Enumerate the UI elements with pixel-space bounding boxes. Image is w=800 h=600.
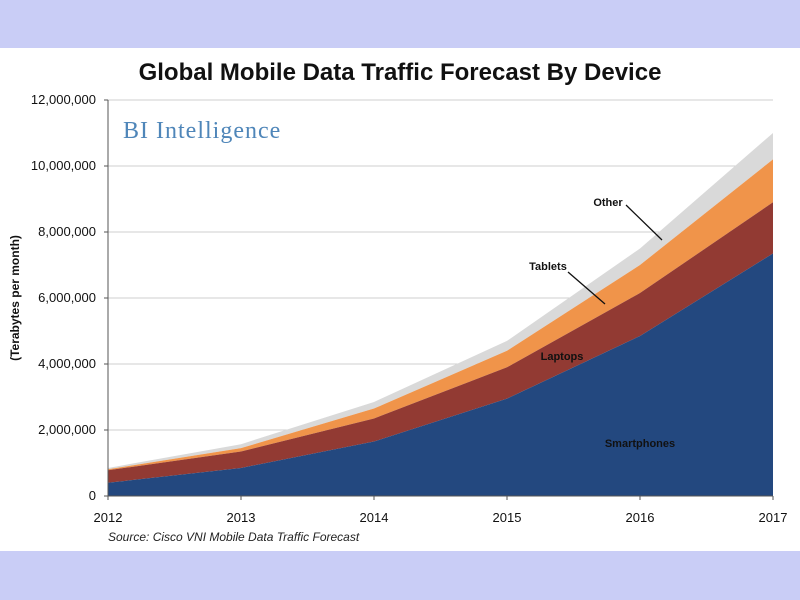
series-label-other: Other [593,197,623,209]
brand-logo: BI Intelligence [123,118,282,144]
y-tick-label: 4,000,000 [38,356,96,371]
x-tick-label: 2014 [360,510,389,525]
y-tick-label: 8,000,000 [38,224,96,239]
y-tick-label: 10,000,000 [31,158,96,173]
x-tick-label: 2017 [759,510,788,525]
y-tick-label: 2,000,000 [38,422,96,437]
x-tick-label: 2016 [626,510,655,525]
y-tick-label: 0 [89,488,96,503]
x-tick-label: 2013 [227,510,256,525]
x-tick-label: 2015 [493,510,522,525]
y-tick-label: 12,000,000 [31,92,96,107]
series-label-tablets: Tablets [529,261,567,273]
series-label-smartphones: Smartphones [605,438,675,450]
y-tick-label: 6,000,000 [38,290,96,305]
area-smartphones [108,253,773,496]
leader-line-tablets [567,271,606,305]
leader-line-other [625,204,663,241]
series-label-laptops: Laptops [541,351,584,363]
x-tick-label: 2012 [94,510,123,525]
source-note: Source: Cisco VNI Mobile Data Traffic Fo… [108,530,360,544]
chart-title: Global Mobile Data Traffic Forecast By D… [138,59,662,86]
